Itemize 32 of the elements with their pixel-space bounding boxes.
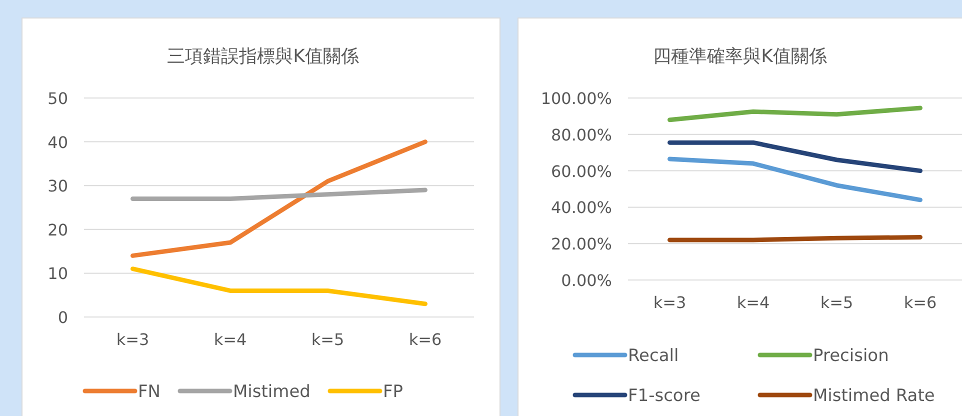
y-tick-label: 40 [48,132,68,152]
legend-label: F1-score [628,386,700,406]
legend-label: Precision [813,346,889,366]
line-series [668,156,922,202]
legend-label: FP [383,382,404,402]
y-tick-label: 0.00% [561,271,612,290]
x-tick-label: k=4 [736,293,770,312]
y-tick-label: 20.00% [550,234,612,254]
y-tick-label: 40.00% [550,198,612,218]
x-tick-label: k=6 [408,330,442,349]
line-series [668,106,922,122]
x-tick-label: k=4 [214,330,247,349]
y-tick-label: 50 [48,89,68,108]
x-tick-label: k=3 [116,330,150,349]
x-tick-label: k=5 [820,293,854,312]
legend-label: Mistimed [233,382,310,402]
x-tick-label: k=5 [311,330,344,349]
legend-label: FN [138,382,160,402]
y-tick-label: 20 [48,220,68,240]
x-tick-label: k=6 [904,293,937,312]
legend-label: Mistimed Rate [813,386,935,406]
x-tick-label: k=3 [653,293,686,312]
y-tick-label: 100.00% [540,89,612,108]
chart-title: 四種準確率與K值關係 [653,46,827,67]
y-tick-label: 30 [48,176,68,196]
y-tick-label: 0 [58,308,68,327]
legend-label: Recall [628,346,679,366]
chart-title: 三項錯誤指標與K值關係 [167,46,359,67]
y-tick-label: 60.00% [550,162,612,181]
y-tick-label: 80.00% [550,125,612,144]
line-series [130,140,428,258]
y-tick-label: 10 [48,264,68,284]
